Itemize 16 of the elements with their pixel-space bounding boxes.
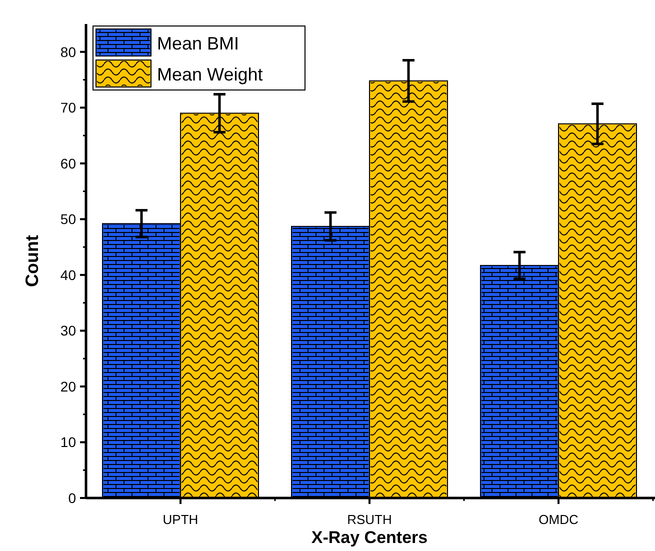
y-tick-label: 0 [68, 490, 76, 506]
y-tick-label: 70 [60, 100, 76, 116]
legend-label: Mean BMI [157, 33, 240, 54]
y-tick-label: 60 [60, 155, 76, 172]
y-tick-label: 30 [60, 322, 76, 339]
y-tick-label: 20 [60, 378, 76, 394]
y-tick-label: 40 [60, 266, 76, 283]
y-tick-label: 10 [60, 434, 76, 450]
y-tick-label: 80 [60, 44, 76, 60]
y-tick-label: 50 [60, 211, 76, 228]
x-tick-label: OMDC [538, 512, 578, 527]
x-tick-label: RSUTH [347, 512, 392, 527]
legend-label: Mean Weight [157, 64, 263, 84]
y-axis-title: Count [22, 235, 42, 287]
x-axis-title: X-Ray Centers [311, 528, 428, 547]
x-tick-label: UPTH [162, 512, 198, 527]
